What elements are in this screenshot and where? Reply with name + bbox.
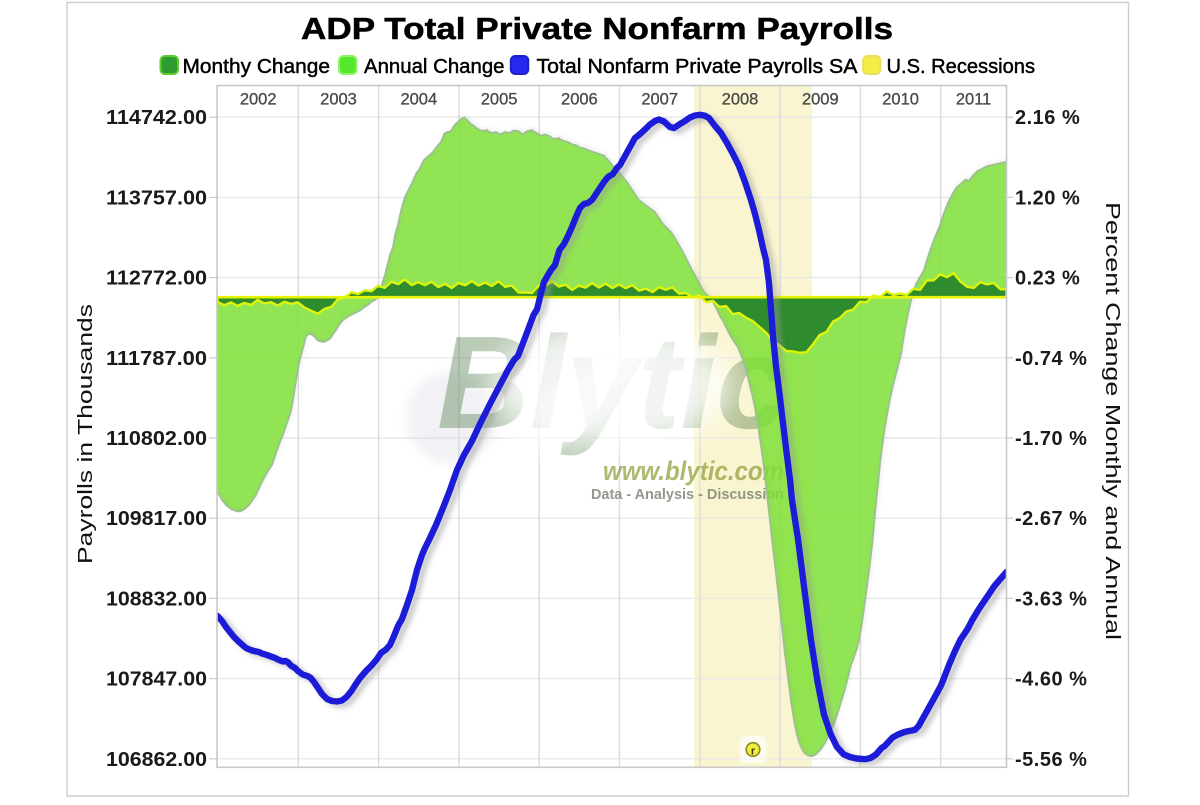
svg-text:0.23 %: 0.23 %	[1015, 268, 1080, 290]
svg-text:113757.00: 113757.00	[106, 187, 207, 209]
svg-text:2004: 2004	[400, 91, 437, 109]
svg-text:107847.00: 107847.00	[106, 669, 207, 691]
svg-text:2008: 2008	[722, 91, 759, 109]
svg-text:ADP Total Private Nonfarm Payr: ADP Total Private Nonfarm Payrolls	[301, 11, 893, 46]
svg-text:2007: 2007	[641, 91, 678, 109]
svg-text:r: r	[751, 746, 756, 758]
svg-text:2.16 %: 2.16 %	[1015, 107, 1080, 129]
svg-text:109817.00: 109817.00	[106, 508, 207, 530]
svg-text:108832.00: 108832.00	[106, 588, 207, 610]
svg-text:2010: 2010	[882, 91, 919, 109]
svg-text:Percent Change Monthly and Ann: Percent Change Monthly and Annual	[1101, 202, 1123, 640]
svg-text:1.20 %: 1.20 %	[1015, 187, 1080, 209]
svg-text:112772.00: 112772.00	[106, 268, 207, 290]
svg-text:2002: 2002	[240, 91, 277, 109]
svg-text:Annual Change: Annual Change	[364, 56, 505, 78]
svg-text:U.S. Recessions: U.S. Recessions	[887, 56, 1036, 78]
svg-text:Total Nonfarm Private Payrolls: Total Nonfarm Private Payrolls SA	[537, 56, 859, 78]
svg-text:-2.67 %: -2.67 %	[1015, 508, 1087, 530]
svg-text:-3.63 %: -3.63 %	[1015, 588, 1087, 610]
svg-text:2003: 2003	[320, 91, 357, 109]
svg-text:Payrolls in Thousands: Payrolls in Thousands	[75, 304, 97, 564]
svg-text:-1.70 %: -1.70 %	[1015, 428, 1087, 450]
svg-text:-4.60 %: -4.60 %	[1015, 669, 1087, 691]
svg-text:www.blytic.com: www.blytic.com	[603, 456, 784, 486]
svg-text:2011: 2011	[956, 91, 991, 109]
svg-text:106862.00: 106862.00	[106, 749, 207, 771]
svg-text:-0.74 %: -0.74 %	[1015, 348, 1087, 370]
svg-text:114742.00: 114742.00	[106, 107, 207, 129]
svg-text:Monthy Change: Monthy Change	[183, 56, 331, 78]
svg-text:111787.00: 111787.00	[106, 348, 207, 370]
svg-text:2005: 2005	[481, 91, 518, 109]
svg-text:110802.00: 110802.00	[106, 428, 207, 450]
svg-text:2009: 2009	[802, 91, 839, 109]
svg-text:Data - Analysis - Discussion: Data - Analysis - Discussion	[591, 487, 784, 503]
svg-text:2006: 2006	[561, 91, 598, 109]
svg-text:-5.56 %: -5.56 %	[1015, 749, 1087, 771]
